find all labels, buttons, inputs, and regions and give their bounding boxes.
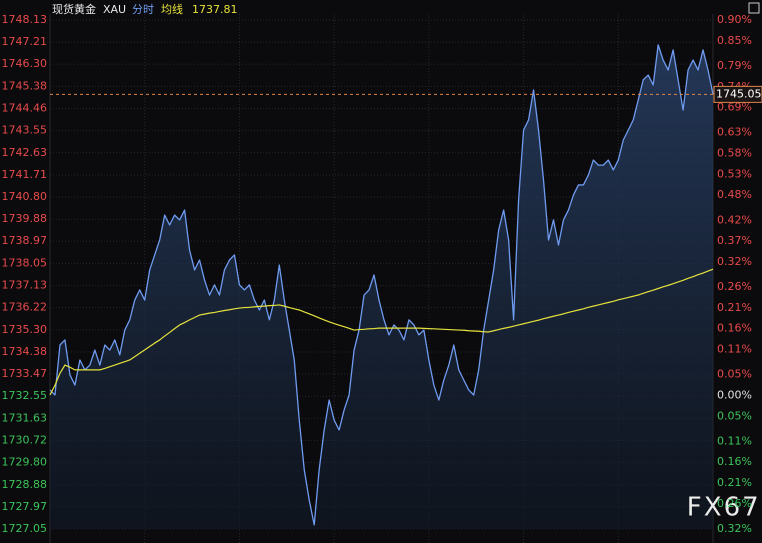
y-tick-label: 1743.55 (2, 124, 48, 137)
y2-tick-label: 0.00% (717, 388, 752, 401)
expand-icon[interactable] (748, 2, 760, 14)
y-tick-label: 1727.05 (2, 522, 48, 535)
y-tick-label: 1730.72 (2, 433, 48, 446)
legend-entry: 分时 (132, 3, 154, 16)
y2-tick-label: 0.16% (717, 322, 752, 335)
y2-tick-label: 0.63% (717, 126, 752, 139)
chart-title: 现货黄金 (52, 2, 96, 16)
y2-tick-label: 0.26% (717, 280, 752, 293)
y-tick-label: 1733.47 (2, 367, 48, 380)
ma-value: 1737.81 (192, 3, 238, 16)
y2-tick-label: 0.53% (717, 167, 752, 180)
y-tick-label: 1732.55 (2, 389, 48, 402)
last-price-box (713, 85, 762, 103)
symbol: XAU (103, 3, 126, 16)
y2-tick-label: 0.21% (717, 301, 752, 314)
y2-tick-label: 0.37% (717, 234, 752, 247)
price-line (49, 44, 714, 526)
legend-entry: 均线 (161, 2, 183, 16)
y-tick-label: 1736.22 (2, 301, 48, 314)
y-tick-label: 1728.88 (2, 478, 48, 491)
y-tick-label: 1747.21 (2, 35, 48, 48)
y-tick-label: 1737.13 (2, 279, 48, 292)
y2-tick-label: 0.05% (717, 409, 752, 422)
average-line (49, 268, 714, 396)
y2-tick-label: 0.79% (717, 59, 752, 72)
y-tick-label: 1738.05 (2, 256, 48, 269)
y-tick-label: 1731.63 (2, 411, 48, 424)
y-tick-label: 1735.30 (2, 323, 48, 336)
watermark: FX678 (687, 493, 762, 523)
y-tick-label: 1742.63 (2, 146, 48, 159)
y-tick-label: 1734.38 (2, 345, 48, 358)
y2-tick-label: 0.32% (717, 255, 752, 268)
y2-tick-label: 0.42% (717, 213, 752, 226)
y2-tick-label: 0.05% (717, 368, 752, 381)
y-tick-label: 1729.80 (2, 456, 48, 469)
y2-tick-label: 0.11% (717, 434, 752, 447)
y2-tick-label: 0.11% (717, 343, 752, 356)
y-tick-label: 1727.97 (2, 500, 48, 513)
y2-tick-label: 0.90% (717, 13, 752, 26)
y-tick-label: 1746.30 (2, 57, 48, 70)
y-tick-label: 1748.13 (2, 13, 48, 26)
plot-area (49, 44, 714, 530)
y2-tick-label: 0.26% (717, 497, 752, 510)
y-tick-label: 1744.46 (2, 102, 48, 115)
y2-tick-label: 0.16% (717, 455, 752, 468)
y2-tick-label: 0.48% (717, 188, 752, 201)
y-tick-label: 1739.88 (2, 212, 48, 225)
y2-tick-label: 0.85% (717, 34, 752, 47)
last-price-label: 1745.05 (716, 87, 762, 100)
y-tick-label: 1740.80 (2, 190, 48, 203)
y2-tick-label: 0.69% (717, 101, 752, 114)
y2-tick-label: 0.21% (717, 476, 752, 489)
y-tick-label: 1745.38 (2, 79, 48, 92)
y2-tick-label: 0.58% (717, 147, 752, 160)
y-tick-label: 1741.71 (2, 168, 48, 181)
price-area (50, 44, 713, 530)
y2-tick-label: 0.32% (717, 522, 752, 535)
y-tick-label: 1738.97 (2, 234, 48, 247)
